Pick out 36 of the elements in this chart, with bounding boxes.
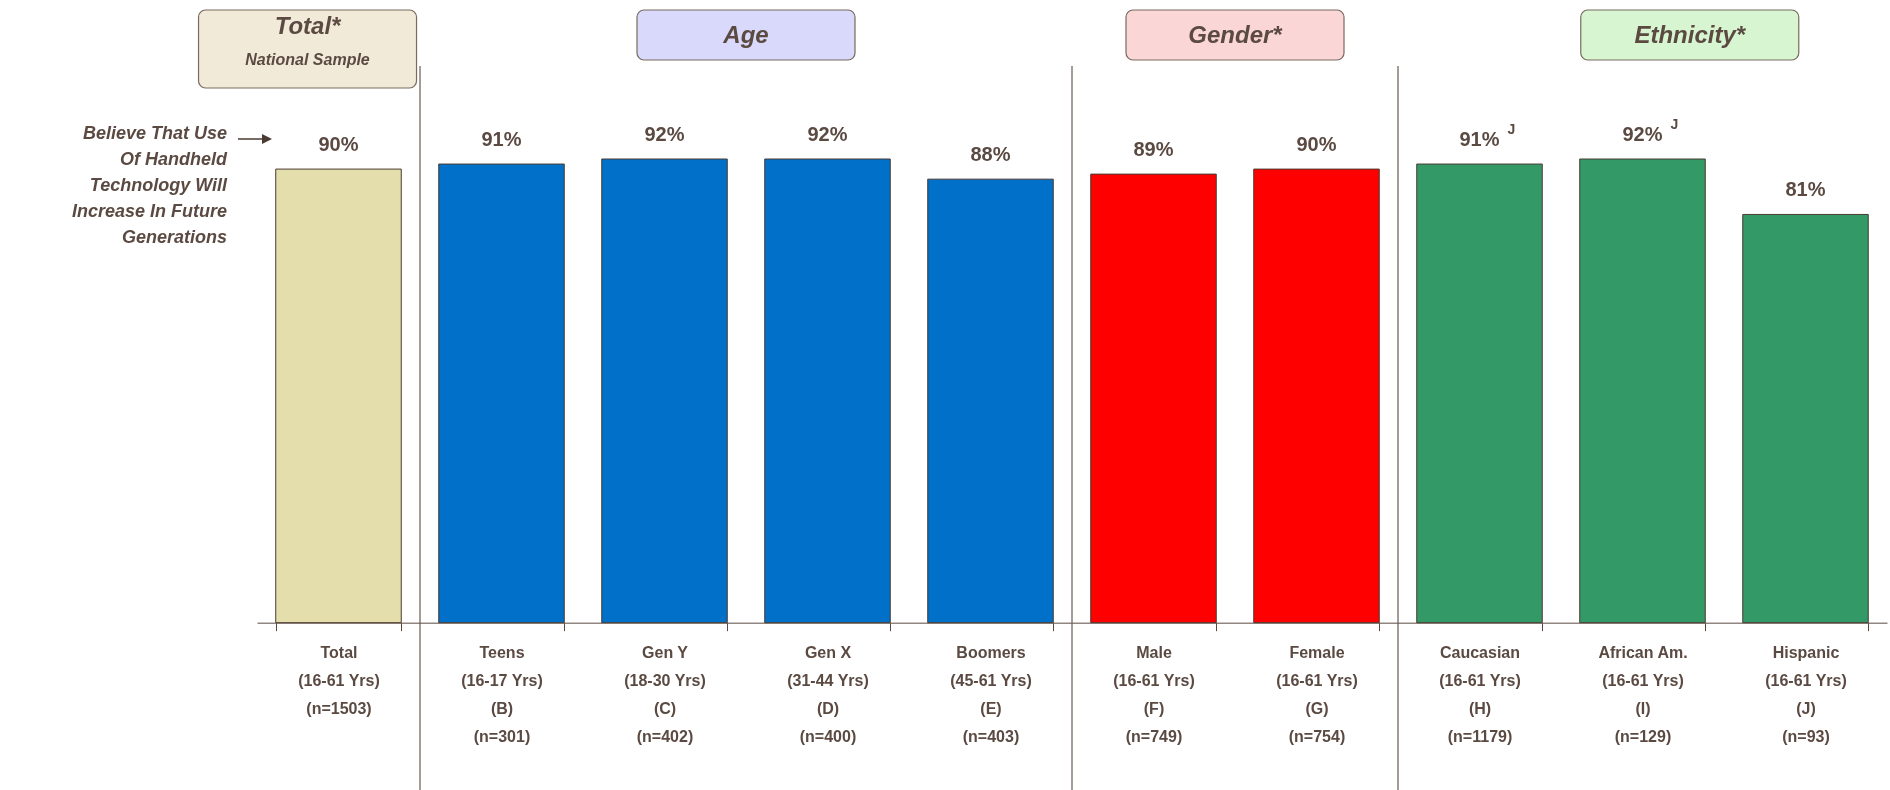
bar <box>1416 163 1543 624</box>
text: 92%J <box>1622 116 1679 145</box>
data-label: 91% <box>481 128 522 151</box>
bar <box>601 158 728 624</box>
x-tick-label: Gen Y (18-30 Yrs) (C) (n=402) <box>624 644 706 746</box>
data-label: 92% <box>807 123 848 145</box>
bar <box>275 168 402 624</box>
bar <box>438 163 565 624</box>
text: Age <box>722 21 769 48</box>
bar <box>1253 168 1380 624</box>
x-tick-label: Caucasian (16-61 Yrs) (H) (n=1179) <box>1439 644 1521 746</box>
x-tick-label: Total (16-61 Yrs) (n=1503) <box>298 644 380 718</box>
data-label: 88% <box>970 143 1011 166</box>
x-tick-label: African Am. (16-61 Yrs) (I) (n=129) <box>1598 644 1688 746</box>
bar <box>764 158 891 624</box>
x-tick-label: Teens (16-17 Yrs) (B) (n=301) <box>461 644 543 746</box>
data-label: 90% <box>318 133 359 156</box>
text: National Sample <box>245 51 370 68</box>
data-label: 90% <box>1296 133 1337 156</box>
data-label: 81% <box>1785 178 1826 201</box>
text: Ethnicity* <box>1634 21 1747 48</box>
bar <box>1742 213 1869 624</box>
bar <box>927 178 1054 624</box>
data-label: 92% <box>644 123 685 145</box>
x-tick-label: Gen X (31-44 Yrs) (D) (n=400) <box>787 644 869 746</box>
x-tick-label: Female (16-61 Yrs) (G) (n=754) <box>1276 644 1358 746</box>
data-label: 89% <box>1133 138 1174 161</box>
bar <box>1090 173 1217 624</box>
text: Total* <box>274 12 343 39</box>
text: Gender* <box>1188 21 1284 48</box>
x-tick-label: Boomers (45-61 Yrs) (E) (n=403) <box>950 644 1032 746</box>
text: Believe That Use Of Handheld Technology Will Increase In Future Generations <box>71 123 228 247</box>
x-tick-label: Hispanic (16-61 Yrs) (J) (n=93) <box>1765 644 1847 746</box>
bar <box>1579 158 1706 624</box>
x-tick-label: Male (16-61 Yrs) (F) (n=749) <box>1113 644 1195 746</box>
text: 91%J <box>1459 121 1516 151</box>
